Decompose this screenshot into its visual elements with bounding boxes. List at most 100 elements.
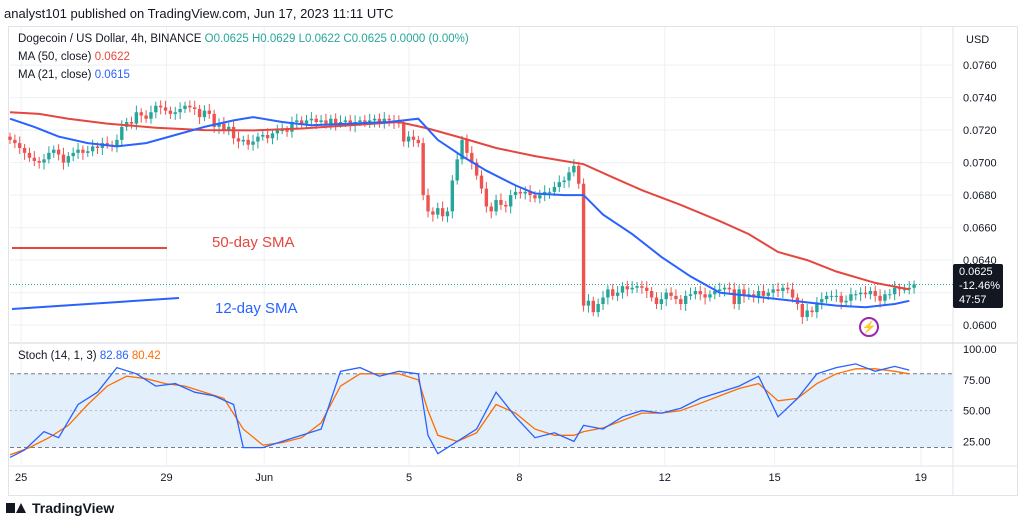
candle-body [538,195,542,199]
time-tick-label: 5 [406,472,412,484]
candle-body [173,112,177,114]
candle-body [513,191,518,196]
bolt-icon[interactable]: ⚡ [859,317,879,337]
stoch-k-value: 82.86 [99,350,129,362]
candle-body [815,302,819,313]
candle-body [188,105,192,108]
candle-body [581,183,586,306]
chart-frame[interactable] [8,26,1018,496]
candle-body [261,135,265,137]
price-tick-label: 0.0600 [963,320,997,332]
tradingview-logo-icon [6,501,26,515]
candle-body [95,146,100,148]
candle-body [781,287,785,291]
footer[interactable]: TradingView [6,500,114,516]
candle-body [897,287,902,290]
candle-body [431,211,435,215]
candle-body [693,291,698,295]
candle-body [523,191,527,194]
candle-body [416,139,421,144]
candle-body [873,291,877,296]
time-tick-label: 29 [160,472,172,484]
candle-body [615,292,620,296]
candle-body [18,143,22,148]
candle-body [144,115,148,119]
candle-body [708,294,712,298]
candle-body [805,310,809,317]
candle-body [207,110,211,114]
ma21-line [9,116,910,309]
candle-body [270,133,275,139]
candle-body [557,182,561,187]
price-change: -12.46% [959,280,1000,292]
candle-body [683,295,688,304]
candle-body [178,109,182,113]
candle-body [742,289,746,296]
candle-body [611,289,615,296]
candle-body [713,291,717,295]
candle-body [800,304,805,317]
candle-body [703,294,707,298]
candle-body [479,175,484,189]
candle-body [863,292,868,295]
candle-body [849,294,853,301]
candle-body [786,287,790,290]
candle-body [450,180,455,212]
candle-body [319,120,323,122]
candle-body [878,295,882,301]
candle-body [81,149,85,153]
candle-body [183,105,187,109]
candle-body [688,294,693,296]
candle-body [265,135,270,139]
candle-body [902,289,907,291]
time-tick-label: Jun [255,472,273,484]
ma21-label: MA (21, close) [18,69,92,81]
candle-body [372,118,377,121]
candle-body [508,195,513,207]
candle-body [824,295,829,300]
candle-body [280,130,284,132]
price-tick-label: 0.0700 [963,158,997,170]
candle-body [139,112,143,116]
candle-body [533,195,537,199]
candle-body [494,200,498,212]
candle-body [295,120,299,122]
candle-body [829,295,834,297]
candle-body [406,136,411,142]
candle-body [421,143,425,196]
candle-body [606,289,610,298]
candle-body [299,120,304,124]
candle-body [547,191,552,193]
candle-body [246,139,250,145]
candle-body [363,120,367,122]
candle-body [367,120,372,122]
candle-body [251,141,255,145]
candle-body [664,292,668,300]
candle-body [52,149,56,153]
candle-body [158,105,163,108]
annotation-line-12-day [11,297,180,310]
candle-body [27,152,32,158]
candle-body [71,152,75,157]
candle-body [868,291,873,295]
candle-body [231,126,236,139]
candle-body [474,162,479,176]
candle-body [290,122,294,132]
candle-body [8,136,12,140]
ma21-value: 0.0615 [94,69,130,81]
candle-body [601,297,605,304]
candle-body [645,287,649,291]
time-tick-label: 15 [768,472,780,484]
candle-body [285,130,289,132]
candle-body [329,118,333,124]
candle-body [888,294,892,296]
candle-body [56,149,61,155]
candle-body [635,286,639,288]
price-tick-label: 0.0660 [963,223,997,235]
candle-body [698,291,702,295]
candle-body [227,126,231,131]
symbol-legend: Dogecoin / US Dollar, 4h, BINANCE O0.062… [18,33,469,45]
candle-body [834,295,839,297]
candle-body [586,300,591,306]
